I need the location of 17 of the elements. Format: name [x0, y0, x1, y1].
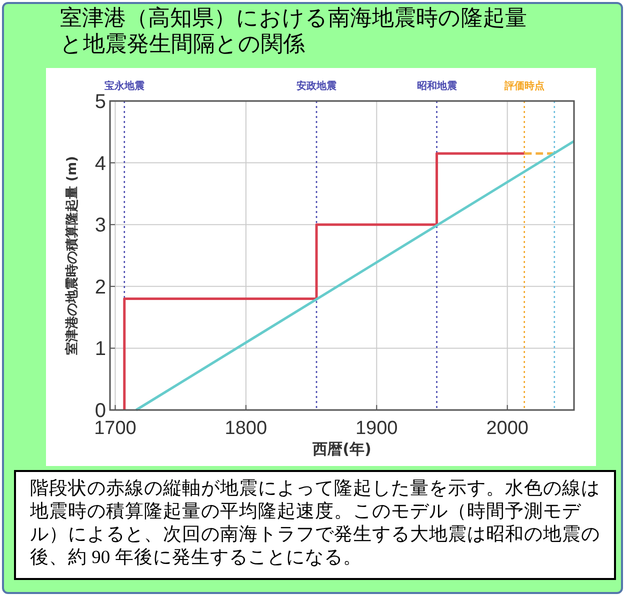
ref-line-label: 安政地震	[296, 80, 337, 92]
x-tick-label: 1900	[355, 418, 398, 439]
y-tick-label: 5	[94, 91, 106, 113]
y-tick-label: 3	[94, 214, 106, 237]
text: 階段状の赤線の縦軸が地震によって隆起した量を示す。水色の線は地震時の積算隆起量の平均隆起速度。このモデル（時間予測モデル）によると、次回の南海トラフで発生する大地震は昭和の地震の後、約 90 年後に発生することになる。	[14, 470, 616, 580]
ref-line-label: 昭和地震	[416, 80, 457, 92]
ref-line-label: 評価時点	[503, 80, 544, 92]
y-axis-title: 室津港の地震時の積算隆起量 (m)	[64, 156, 80, 355]
chart-title: 室津港（高知県）における南海地震時の隆起量と地震発生間隔との関係	[60, 6, 528, 58]
x-axis-title: 西暦(年)	[312, 440, 372, 458]
y-tick-label: 1	[94, 338, 106, 360]
y-tick-label: 4	[94, 152, 106, 175]
ref-line-label: 宝永地震	[104, 80, 144, 92]
x-tick-label: 2000	[486, 418, 528, 439]
y-tick-label: 2	[94, 276, 106, 298]
x-tick-label: 1800	[224, 418, 268, 439]
line-series	[123, 152, 526, 412]
